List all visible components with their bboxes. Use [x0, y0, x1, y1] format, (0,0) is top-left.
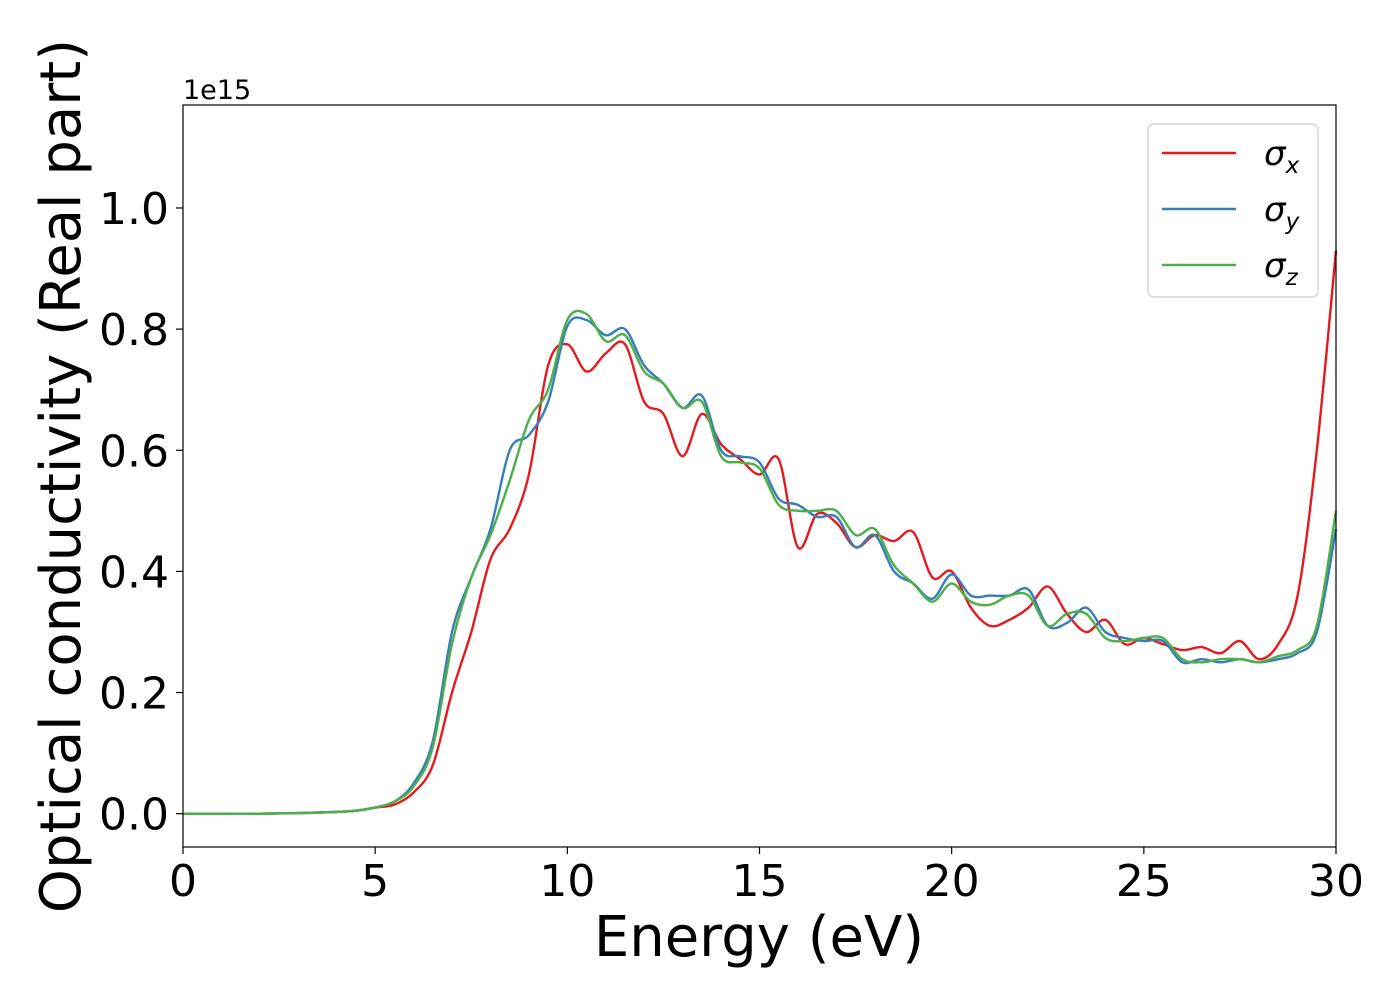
y-axis-ticks: 0.0 0.2 0.4 0.6 0.8 1.0 — [99, 184, 183, 841]
x-tick-label: 15 — [732, 856, 788, 907]
legend-subscript: z — [1285, 265, 1299, 291]
x-tick-label: 10 — [539, 856, 595, 907]
y-tick-label: 1.0 — [99, 184, 169, 235]
series-line-z — [182, 309, 1338, 815]
x-tick-label: 20 — [924, 856, 980, 907]
legend-box — [1147, 123, 1319, 298]
series-line-x — [182, 250, 1338, 815]
series-line-y — [182, 316, 1338, 815]
plot-lines — [182, 250, 1338, 815]
y-tick-label: 0.2 — [99, 669, 169, 720]
x-tick-label: 25 — [1116, 856, 1172, 907]
x-axis-ticks: 0 5 10 15 20 25 30 — [169, 847, 1364, 907]
x-tick-label: 5 — [361, 856, 389, 907]
legend-label-z: σz — [1264, 246, 1299, 291]
y-axis-label: Optical conductivity (Real part) — [29, 39, 94, 913]
legend-subscript: y — [1285, 209, 1300, 235]
y-tick-label: 0.4 — [99, 547, 169, 598]
x-tick-label: 0 — [169, 856, 197, 907]
x-tick-label: 30 — [1308, 856, 1364, 907]
x-axis-label: Energy (eV) — [594, 905, 924, 970]
y-tick-label: 0.8 — [99, 305, 169, 356]
y-tick-label: 0.6 — [99, 426, 169, 477]
legend-subscript: x — [1285, 153, 1300, 179]
y-tick-label: 0.0 — [99, 790, 169, 841]
y-offset-label: 1e15 — [183, 75, 251, 106]
